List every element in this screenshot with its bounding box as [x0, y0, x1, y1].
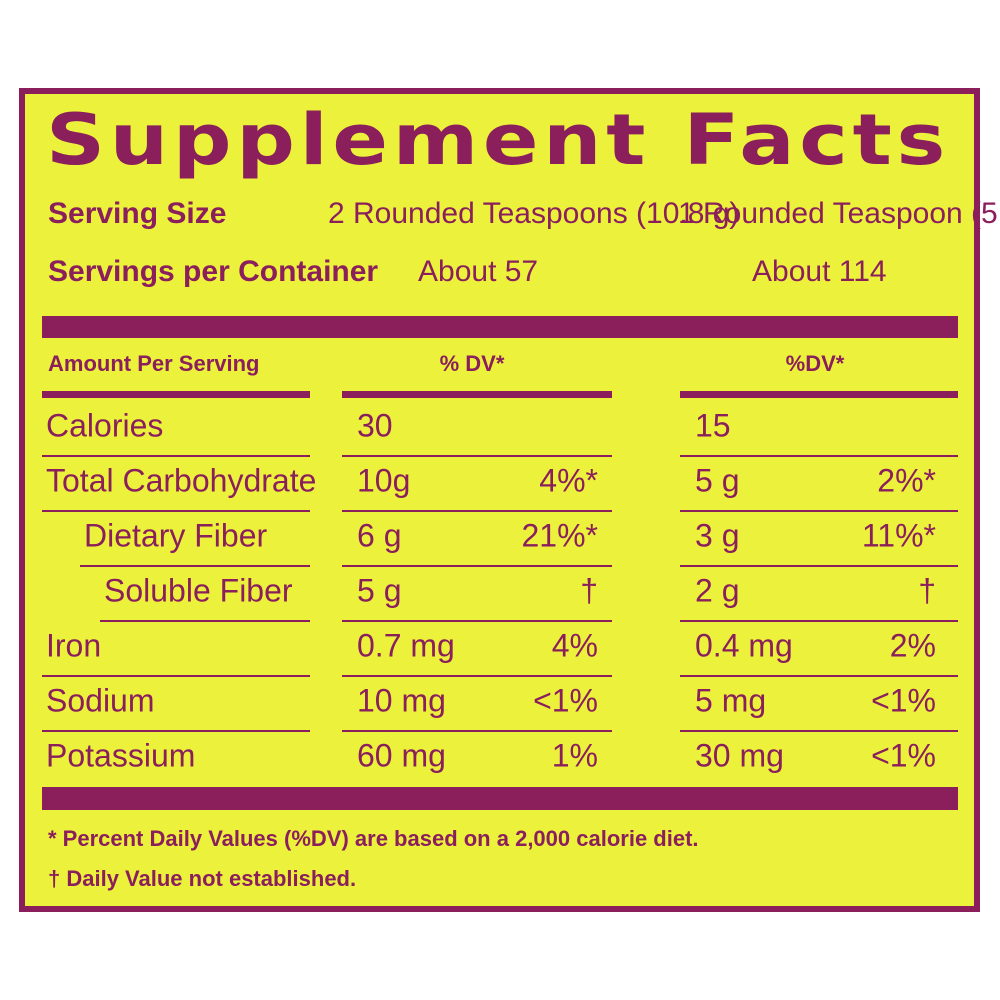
row-rule — [42, 455, 310, 457]
amount: 60 mg — [357, 737, 446, 773]
amount: 5 g — [357, 572, 401, 608]
amount: 10 mg — [357, 682, 446, 718]
title: Supplement Facts — [46, 99, 950, 181]
serving-size-1: 2 Rounded Teaspoons (10.8 g) — [328, 197, 739, 230]
divider-bar — [42, 316, 958, 338]
daily-value: 4%* — [539, 462, 598, 498]
footnote: † Daily Value not established. — [48, 866, 356, 891]
row-rule — [342, 730, 612, 732]
nutrient-name: Potassium — [46, 737, 195, 773]
row-rule — [80, 565, 310, 567]
panel — [19, 88, 980, 912]
row-rule — [680, 675, 958, 677]
footnote: * Percent Daily Values (%DV) are based o… — [48, 826, 699, 851]
row-rule — [100, 620, 310, 622]
header: Amount Per Serving — [48, 351, 259, 376]
daily-value: 1% — [552, 737, 598, 773]
daily-value: <1% — [871, 682, 936, 718]
servings-2: About 114 — [752, 255, 887, 288]
nutrient-name: Dietary Fiber — [84, 517, 268, 553]
daily-value: † — [918, 572, 936, 608]
nutrient-name: Calories — [46, 407, 163, 443]
row-rule — [342, 455, 612, 457]
row-rule — [42, 510, 310, 512]
amount: 2 g — [695, 572, 739, 608]
amount: 30 mg — [695, 737, 784, 773]
header-rule — [42, 391, 310, 398]
serving-size-2: 1 Rounded Teaspoon (5.4 g) — [678, 197, 1000, 230]
row-rule — [342, 510, 612, 512]
row-rule — [680, 620, 958, 622]
row-rule — [42, 675, 310, 677]
nutrient-name: Soluble Fiber — [104, 572, 293, 608]
servings-label: Servings per Container — [48, 255, 378, 288]
daily-value: † — [580, 572, 598, 608]
row-rule — [680, 510, 958, 512]
amount: 6 g — [357, 517, 401, 553]
daily-value: 11%* — [862, 517, 936, 553]
daily-value: <1% — [533, 682, 598, 718]
nutrient-name: Iron — [46, 627, 101, 663]
row-rule — [680, 455, 958, 457]
amount: 5 mg — [695, 682, 766, 718]
row-rule — [42, 730, 310, 732]
row-rule — [342, 620, 612, 622]
header: % DV* — [440, 351, 505, 376]
header: %DV* — [786, 351, 845, 376]
nutrient-name: Total Carbohydrate — [46, 462, 316, 498]
amount: 30 — [357, 407, 393, 443]
header-rule — [680, 391, 958, 398]
rows: Calories 30 15 Total Carbohydrate 10g 4%* 5 g 2… — [42, 407, 958, 773]
daily-value: 21%* — [522, 517, 599, 553]
row-rule — [680, 565, 958, 567]
daily-value: 2%* — [877, 462, 936, 498]
amount: 0.7 mg — [357, 627, 455, 663]
nutrient-name: Sodium — [46, 682, 155, 718]
daily-value: 2% — [890, 627, 936, 663]
divider-bar — [42, 787, 958, 810]
amount: 10g — [357, 462, 410, 498]
amount: 0.4 mg — [695, 627, 793, 663]
amount: 3 g — [695, 517, 739, 553]
header-rule — [342, 391, 612, 398]
row-rule — [680, 730, 958, 732]
row-rule — [342, 565, 612, 567]
daily-value: <1% — [871, 737, 936, 773]
servings-1: About 57 — [418, 255, 538, 288]
serving-size-label: Serving Size — [48, 197, 226, 230]
row-rule — [342, 675, 612, 677]
amount: 15 — [695, 407, 731, 443]
amount: 5 g — [695, 462, 739, 498]
daily-value: 4% — [552, 627, 598, 663]
